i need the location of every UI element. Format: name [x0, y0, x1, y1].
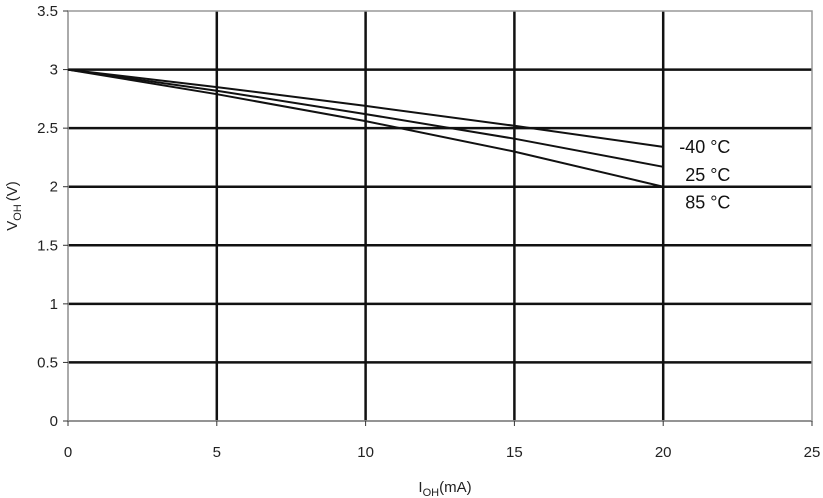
- series-line: [67, 68, 664, 168]
- series-label: 25 °C: [685, 165, 730, 185]
- y-axis-label-sub: OH: [12, 204, 24, 221]
- x-axis-label: IOH(mA): [418, 479, 471, 498]
- gridlines: [67, 11, 812, 422]
- series-line: [67, 68, 664, 148]
- y-tick-label: 2: [50, 179, 58, 196]
- y-tick-label: 2.5: [37, 120, 58, 137]
- y-axis-ticks: 0 0.5 1 1.5 2 2.5 3 3.5: [37, 3, 68, 430]
- y-tick-label: 0.5: [37, 354, 58, 371]
- x-tick-label: 0: [64, 444, 72, 461]
- series-label: -40 °C: [679, 137, 730, 157]
- y-axis-label-unit: (V): [4, 181, 21, 201]
- plot-frame: [67, 10, 813, 422]
- x-axis-label-sub: OH: [423, 487, 440, 498]
- x-axis-ticks: 0 5 10 15 20 25: [64, 421, 821, 461]
- x-tick-label: 20: [655, 444, 672, 461]
- x-tick-label: 25: [804, 444, 821, 461]
- x-tick-label: 10: [357, 444, 374, 461]
- y-tick-label: 0: [50, 413, 58, 430]
- series-label: 85 °C: [685, 193, 730, 213]
- x-axis-label-unit: (mA): [439, 479, 472, 496]
- x-tick-label: 15: [506, 444, 523, 461]
- y-tick-label: 3.5: [37, 3, 58, 20]
- x-axis-label-main: I: [418, 479, 422, 496]
- series-line: [67, 68, 664, 188]
- series-labels: -40 °C 25 °C 85 °C: [679, 137, 730, 213]
- y-tick-label: 1.5: [37, 237, 58, 254]
- y-axis-label-main: V: [4, 221, 21, 231]
- y-axis-label: VOH (V): [4, 181, 24, 231]
- series-lines: [67, 68, 664, 188]
- y-tick-label: 1: [50, 296, 58, 313]
- y-tick-label: 3: [50, 62, 58, 79]
- x-tick-label: 5: [213, 444, 221, 461]
